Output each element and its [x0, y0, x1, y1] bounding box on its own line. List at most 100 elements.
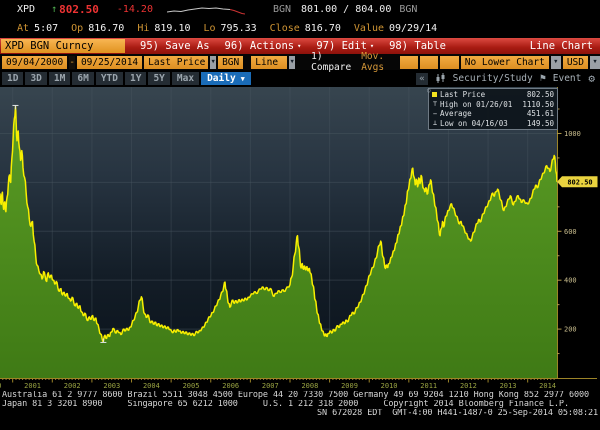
svg-text:2008: 2008 [301, 382, 318, 390]
period-dropdown[interactable]: Daily ▼ [201, 72, 251, 85]
event-button[interactable]: Event [552, 73, 582, 84]
price-field-select[interactable]: Last Price [144, 55, 209, 69]
legend-value: 1110.50 [522, 99, 554, 109]
menu-item-95-save-as[interactable]: 95) Save As [140, 40, 210, 52]
menu-item-98-table[interactable]: 98) Table [389, 40, 447, 52]
currency-select[interactable]: USD [562, 55, 588, 69]
gear-icon[interactable]: ⚙ [588, 72, 595, 85]
legend-item-last-price: Last Price 802.50 [432, 90, 554, 100]
legend-label: Average [440, 109, 472, 119]
security-study-button[interactable]: Security/Study [452, 73, 533, 84]
svg-text:2004: 2004 [143, 382, 160, 390]
mov-avg-input-3[interactable] [440, 55, 459, 69]
footer-contact-line2: Japan 81 3 3201 8900 Singapore 65 6212 1… [2, 400, 569, 409]
stat-label: At [17, 22, 30, 34]
footer-contact-line1: Australia 61 2 9777 8600 Brazil 5511 304… [2, 391, 590, 400]
svg-text:2001: 2001 [24, 382, 41, 390]
range-tab-1y[interactable]: 1Y [124, 72, 147, 85]
legend-label: Last Price [440, 90, 486, 100]
date-to-field[interactable]: 09/25/2014 [76, 55, 143, 69]
lower-chart-select[interactable]: No Lower Chart [460, 55, 549, 69]
svg-text:2006: 2006 [222, 382, 239, 390]
tick-up-icon: ↑ [51, 4, 58, 15]
price-change: -14.20 [116, 4, 153, 15]
svg-text:1000: 1000 [564, 130, 581, 138]
svg-text:2014: 2014 [539, 382, 556, 390]
last-price: 802.50 [59, 3, 99, 16]
function-menubar: XPD BGN Curncy 95) Save As 96) Actions ▾ 97… [0, 38, 600, 54]
svg-text:400: 400 [564, 277, 577, 285]
legend-bottom-icon: ⊥ [432, 119, 438, 128]
chart-style-select[interactable]: Line [251, 55, 288, 69]
stat-label: Close [269, 22, 300, 34]
y-axis-labels: 200 400 600 1000 [564, 130, 581, 334]
toolbar-right-group: No Lower Chart ▼ USD ▼ [460, 55, 600, 69]
stat-op: Op 816.70 [71, 23, 124, 34]
stat-lo: Lo 795.33 [203, 23, 256, 34]
x-axis-labels: 2000 2001 2002 2003 2004 2005 2006 2007 2008 2009… [0, 382, 556, 390]
range-tab-ytd[interactable]: YTD [95, 72, 123, 85]
svg-text:802.50: 802.50 [567, 178, 592, 186]
stat-hi: Hi 819.10 [137, 23, 190, 34]
price-chart[interactable]: 2000 2001 2002 2003 2004 2005 2006 2007 2008 2009… [0, 87, 600, 390]
stat-value: 816.70 [88, 22, 125, 34]
price-line [0, 105, 558, 343]
collapse-panel-icon[interactable]: « [416, 72, 428, 85]
svg-text:2012: 2012 [460, 382, 477, 390]
chart-area: 2000 2001 2002 2003 2004 2005 2006 2007 2008 2009… [0, 87, 600, 390]
legend-dash-icon: − [432, 109, 438, 118]
quote-row: XPD ↑ 802.50 -14.20 BGN 801.00 / 804.00 … [0, 0, 600, 19]
axes [0, 87, 597, 383]
legend-label: High on 01/26/01 [440, 99, 513, 109]
range-tab-max[interactable]: Max [171, 72, 200, 85]
range-tab-5y[interactable]: 5Y [148, 72, 170, 85]
chart-legend[interactable]: ○ Last Price 802.50 ⊤ High on 01/26/01 1110.… [427, 87, 558, 130]
stat-at: At 5:07 [17, 23, 58, 34]
range-tab-1m[interactable]: 1M [48, 72, 71, 85]
svg-text:600: 600 [564, 228, 577, 236]
menu-dropdown-icon: ▾ [297, 42, 302, 50]
high-low-markers [12, 104, 107, 343]
mov-avgs-button[interactable]: Mov. Avgs [361, 51, 385, 73]
legend-square-icon [432, 92, 437, 97]
event-flag-icon: ⚑ [539, 73, 546, 84]
range-tab-6m[interactable]: 6M [72, 72, 94, 85]
compare-button[interactable]: 1) Compare [311, 51, 352, 73]
stat-value: 5:07 [34, 22, 59, 34]
stat-value: 09/29/14 [389, 22, 438, 34]
stat-value: Value 09/29/14 [354, 23, 437, 34]
range-tab-1d[interactable]: 1D [2, 72, 24, 85]
svg-text:2007: 2007 [262, 382, 279, 390]
mov-avg-input-2[interactable] [420, 55, 439, 69]
candle-chart-icon [436, 73, 445, 83]
legend-item-low-on-04-16-03: ⊥ Low on 04/16/03 149.50 [433, 118, 554, 129]
menu-item-96-actions[interactable]: 96) Actions ▾ [224, 40, 302, 52]
menu-dropdown-icon: ▾ [369, 42, 375, 50]
legend-value: 451.61 [526, 109, 554, 119]
menu-items: 95) Save As 96) Actions ▾ 97) Edit ▾ 98) Tabl… [125, 40, 446, 52]
range-tabbar: 1D 3D 1M 6M YTD 1Y 5Y Max Daily ▼ « Security/St… [0, 70, 600, 87]
legend-label: Low on 04/16/03 [440, 118, 508, 128]
last-price-badge: 802.50 [557, 176, 598, 188]
price-field-dropdown-icon[interactable]: ▼ [210, 55, 217, 69]
currency-dropdown-icon[interactable]: ▼ [590, 55, 600, 69]
mov-avg-input-1[interactable] [399, 55, 419, 69]
date-range-separator: - [69, 55, 75, 69]
date-from-field[interactable]: 09/04/2000 [2, 55, 68, 69]
lower-chart-dropdown-icon[interactable]: ▼ [550, 55, 561, 69]
stat-value: 819.10 [154, 22, 191, 34]
menu-item-97-edit[interactable]: 97) Edit ▾ [316, 40, 375, 52]
legend-item-average: − Average 451.61 [433, 109, 554, 119]
stat-label: Op [71, 22, 84, 34]
footer-session-info: SN 672028 EDT GMT-4:00 H441-1487-0 25-Se… [317, 409, 598, 418]
security-name-field[interactable]: XPD BGN Curncy [1, 39, 125, 53]
pricing-source-left: BGN [272, 4, 292, 15]
pricing-source-right: BGN [399, 4, 418, 15]
source-select[interactable]: BGN [218, 55, 244, 69]
range-tab-3d[interactable]: 3D [25, 72, 47, 85]
legend-handle-icon[interactable]: ○ [427, 87, 431, 94]
stat-value: 816.70 [304, 22, 341, 34]
chart-style-dropdown-icon[interactable]: ▼ [289, 55, 296, 69]
period-dropdown-icon: ▼ [240, 74, 245, 83]
